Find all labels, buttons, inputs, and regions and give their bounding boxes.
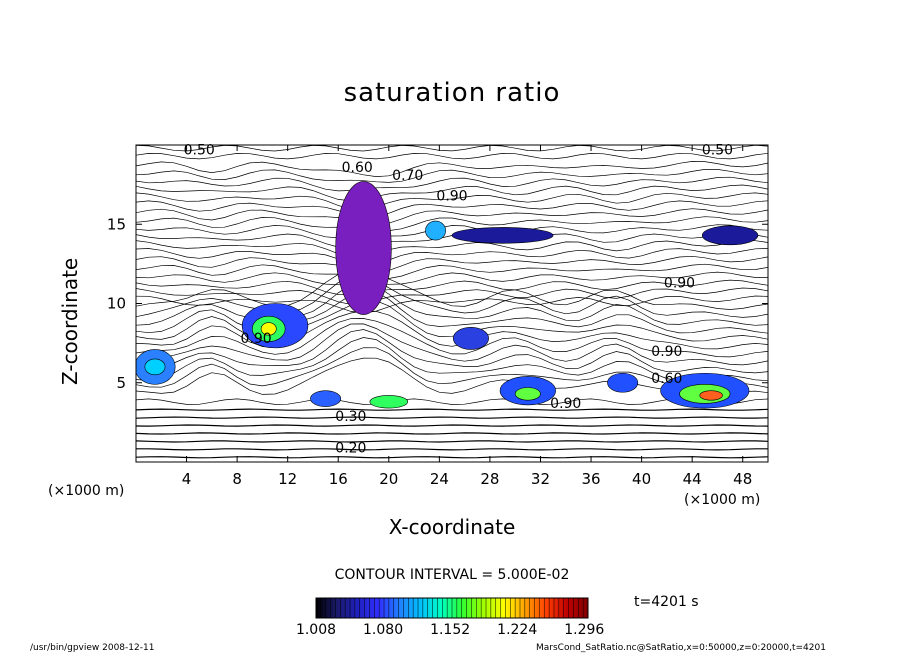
contour-line <box>136 248 768 266</box>
contour-label: 0.70 <box>392 168 423 184</box>
contour-interval-text: CONTOUR INTERVAL = 5.000E-02 <box>334 567 570 583</box>
footer-program-date: /usr/bin/gpview 2008-12-11 <box>30 643 155 653</box>
saturation-region <box>514 387 541 401</box>
x-tick-label: 28 <box>480 470 499 488</box>
contour-label: 0.90 <box>550 396 581 412</box>
contour-line <box>136 424 768 427</box>
supersaturation-fills <box>136 181 759 409</box>
contour-line <box>136 152 768 160</box>
saturation-region <box>607 372 639 393</box>
contour-line <box>136 432 768 435</box>
x-tick-label: 48 <box>733 470 752 488</box>
contour-line <box>136 318 768 358</box>
contour-line <box>136 416 768 419</box>
contour-line <box>136 440 768 443</box>
x-tick-label: 44 <box>683 470 702 488</box>
contour-label: 0.90 <box>436 188 467 204</box>
x-tick-label: 12 <box>278 470 297 488</box>
contour-line <box>136 145 768 152</box>
x-tick-label: 36 <box>581 470 600 488</box>
saturation-region <box>335 181 392 315</box>
contour-line <box>136 337 768 382</box>
saturation-region <box>425 220 446 241</box>
contour-line <box>136 300 768 342</box>
x-tick-label: 40 <box>632 470 651 488</box>
saturation-region <box>452 326 489 350</box>
colorbar-tick-label: 1.152 <box>430 622 470 638</box>
contour-line <box>136 269 768 310</box>
colorbar-tick-label: 1.008 <box>296 622 336 638</box>
contour-line <box>136 323 768 366</box>
contour-label: 0.60 <box>651 371 682 387</box>
y-tick-label: 5 <box>116 374 126 392</box>
footer-data-source: MarsCond_SatRatio.nc@SatRatio,x=0:50000,… <box>536 643 826 653</box>
saturation-region <box>260 322 277 336</box>
contour-line <box>136 208 768 226</box>
contour-line <box>136 224 768 239</box>
contour-label: 0.50 <box>184 143 215 159</box>
contour-line <box>136 169 768 183</box>
contour-label: 0.30 <box>335 409 366 425</box>
contour-line <box>136 271 768 286</box>
contour-line <box>136 456 768 459</box>
y-tick-label: 15 <box>107 215 126 233</box>
y-axis-ticks: 5 10 15 <box>107 215 768 392</box>
contour-line <box>136 275 768 318</box>
saturation-region <box>451 227 554 244</box>
contour-line <box>136 176 768 192</box>
x-tick-label: 16 <box>329 470 348 488</box>
colorbar-tick-label: 1.296 <box>564 622 604 638</box>
contour-line <box>136 255 768 273</box>
contour-line <box>136 216 768 231</box>
contour-line <box>136 281 768 326</box>
saturation-region <box>369 395 409 409</box>
contour-line <box>136 240 768 258</box>
contour-line <box>136 295 768 314</box>
time-label: t=4201 s <box>634 594 699 610</box>
colorbar-stripes <box>320 598 584 618</box>
contour-line <box>136 161 768 177</box>
contour-label: 0.20 <box>335 440 366 456</box>
contour-line <box>136 287 768 305</box>
contour-label: 0.90 <box>664 276 695 292</box>
x-tick-label: 8 <box>232 470 242 488</box>
contour-lines <box>136 145 768 459</box>
x-axis-unit-right: (×1000 m) <box>684 492 761 508</box>
contour-line <box>136 408 768 411</box>
contour-line <box>136 192 768 210</box>
contour-line <box>136 448 768 451</box>
x-axis-ticks: 4 8 12 16 20 24 28 32 36 40 44 48 <box>182 145 752 488</box>
contour-line <box>136 184 768 202</box>
x-axis-unit-left: (×1000 m) <box>48 483 125 499</box>
saturation-region <box>699 390 723 401</box>
colorbar-tick-label: 1.224 <box>497 622 537 638</box>
x-tick-label: 4 <box>182 470 192 488</box>
plot-area <box>136 145 768 459</box>
contour-labels: 0.50 0.50 0.60 0.70 0.90 0.90 0.90 0.90 0.60 0.90… <box>184 143 733 457</box>
colorbar-tick-label: 1.080 <box>363 622 403 638</box>
contour-label: 0.60 <box>342 160 373 176</box>
contour-line <box>136 310 768 350</box>
contour-line <box>136 329 768 374</box>
saturation-region <box>310 390 342 407</box>
saturation-region <box>144 358 166 376</box>
contour-label: 0.50 <box>702 143 733 159</box>
x-tick-label: 20 <box>379 470 398 488</box>
contour-label: 0.90 <box>240 331 271 347</box>
chart-title: saturation ratio <box>343 78 561 108</box>
x-axis-label: X-coordinate <box>388 515 516 539</box>
colorbar-tick-labels: 1.008 1.080 1.152 1.224 1.296 <box>296 622 604 638</box>
contour-line <box>136 263 768 279</box>
contour-label: 0.90 <box>651 344 682 360</box>
y-tick-label: 10 <box>107 295 126 313</box>
contour-line <box>136 398 768 405</box>
contour-line <box>136 290 768 334</box>
saturation-region <box>701 225 759 246</box>
contour-line <box>136 279 768 296</box>
x-tick-label: 24 <box>430 470 449 488</box>
contour-line <box>136 347 768 390</box>
contour-line <box>136 200 768 218</box>
x-tick-label: 32 <box>531 470 550 488</box>
